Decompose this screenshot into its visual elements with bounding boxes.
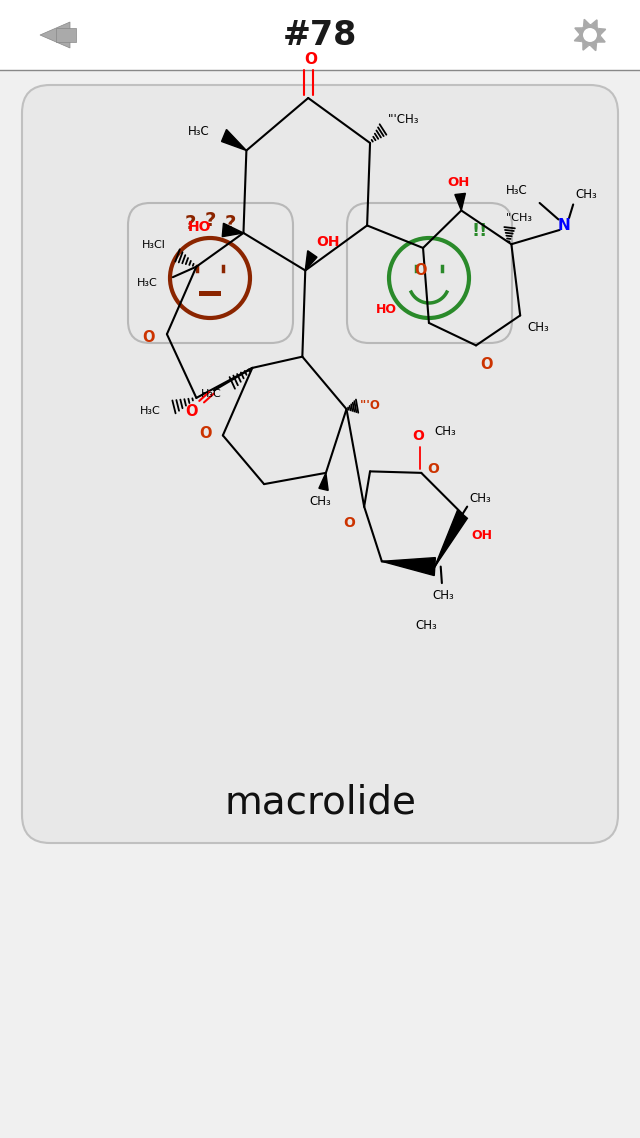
Text: #78: #78 — [283, 18, 357, 51]
Text: macrolide: macrolide — [224, 784, 416, 822]
Polygon shape — [591, 19, 598, 27]
Polygon shape — [455, 193, 465, 211]
Polygon shape — [583, 19, 590, 26]
Text: O: O — [427, 462, 439, 476]
Text: OH: OH — [316, 236, 339, 249]
Polygon shape — [222, 223, 243, 237]
Text: !!: !! — [471, 222, 487, 240]
Text: O: O — [200, 427, 212, 442]
Text: CH₃: CH₃ — [309, 495, 331, 509]
Polygon shape — [574, 27, 582, 34]
Polygon shape — [382, 558, 435, 576]
Text: CH₃: CH₃ — [527, 321, 549, 335]
Text: O: O — [481, 356, 493, 372]
Text: O: O — [412, 429, 424, 443]
Text: OH: OH — [471, 529, 492, 542]
Text: O: O — [414, 263, 426, 278]
Text: ?: ? — [224, 214, 236, 233]
Text: '''CH₃: '''CH₃ — [388, 114, 419, 126]
Polygon shape — [598, 27, 606, 35]
Polygon shape — [582, 43, 589, 51]
Circle shape — [583, 28, 597, 42]
Text: H₃C: H₃C — [506, 184, 528, 197]
Polygon shape — [40, 22, 70, 48]
Polygon shape — [435, 510, 467, 567]
Text: O: O — [344, 516, 355, 529]
Polygon shape — [56, 28, 76, 42]
Text: ?: ? — [184, 214, 196, 233]
Text: ''CH₃: ''CH₃ — [506, 213, 532, 223]
Text: H₃C: H₃C — [188, 125, 210, 138]
Text: O: O — [186, 404, 198, 419]
Text: H₃Cl: H₃Cl — [142, 240, 166, 250]
Polygon shape — [574, 35, 582, 42]
Polygon shape — [319, 473, 328, 490]
Polygon shape — [598, 36, 605, 43]
Polygon shape — [590, 43, 597, 51]
Text: CH₃: CH₃ — [470, 492, 492, 505]
Text: H₃C: H₃C — [201, 389, 221, 399]
Text: H₃C: H₃C — [138, 278, 158, 288]
Text: CH₃: CH₃ — [433, 589, 454, 602]
Text: CH₃: CH₃ — [575, 189, 596, 201]
Bar — [199, 291, 221, 296]
Bar — [0, 0, 640, 71]
Text: O: O — [143, 330, 155, 346]
Text: HO: HO — [188, 220, 211, 234]
Text: O: O — [305, 51, 317, 66]
Polygon shape — [305, 250, 317, 271]
Text: '''O: '''O — [360, 399, 380, 412]
Text: N: N — [558, 218, 571, 233]
Circle shape — [579, 24, 601, 46]
Polygon shape — [221, 130, 246, 150]
Text: CH₃: CH₃ — [415, 619, 437, 632]
FancyBboxPatch shape — [347, 203, 512, 343]
FancyBboxPatch shape — [22, 85, 618, 843]
Text: ?: ? — [204, 211, 216, 230]
Text: CH₃: CH₃ — [434, 426, 456, 438]
Text: H₃C: H₃C — [140, 406, 161, 417]
FancyBboxPatch shape — [128, 203, 293, 343]
Text: OH: OH — [447, 176, 470, 189]
Text: HO: HO — [376, 303, 397, 316]
